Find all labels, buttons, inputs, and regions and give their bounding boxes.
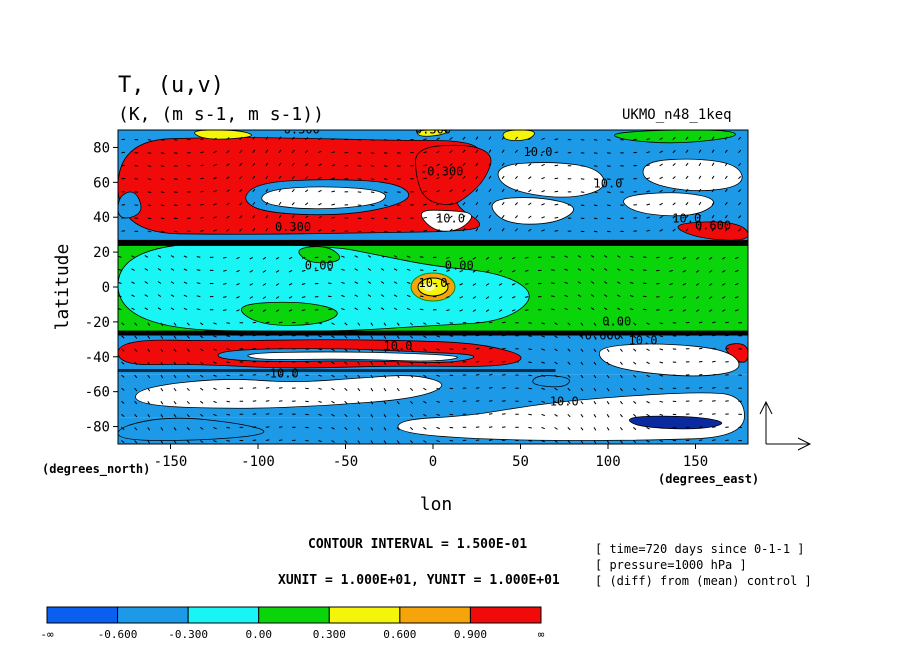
- boundary-line-south-2: [118, 368, 556, 372]
- contour-label: 0.00: [445, 259, 474, 273]
- vector-arrows: [118, 136, 742, 444]
- vector-arrow-set: [118, 136, 742, 444]
- y-tick-label: 80: [93, 140, 110, 156]
- equatorial-max-center: [423, 283, 435, 291]
- reference-vector-icon: [759, 400, 812, 451]
- south-white-patch: [397, 392, 745, 441]
- colorbar-swatch: [117, 606, 189, 624]
- contour-label: 10.0: [270, 367, 299, 381]
- y-tick-label: -60: [85, 385, 110, 401]
- south-dark-blob: [629, 415, 723, 430]
- vector-units-text: XUNIT = 1.000E+01, YUNIT = 1.000E+01: [278, 573, 560, 588]
- colorbar-label: -0.300: [168, 628, 208, 641]
- colorbar-label: 0.600: [383, 628, 416, 641]
- colorbar-label: 0.900: [454, 628, 487, 641]
- contour-label: 10.0: [419, 276, 448, 290]
- contour-label: 10.0: [672, 211, 701, 225]
- north-yellow-patch: [194, 130, 252, 140]
- contour-label: -0.600: [578, 328, 621, 342]
- colorbar: -∞ -0.600 -0.300 0.00 0.300 0.600 0.900 ∞: [40, 606, 545, 641]
- contour-label: -0.300: [420, 164, 463, 178]
- y-tick-label: -20: [85, 315, 110, 331]
- south-blue-blob: [532, 375, 570, 388]
- x-units-label: (degrees_east): [658, 472, 759, 487]
- model-label: UKMO_n48_1keq: [622, 107, 732, 123]
- ne-red-patch: [677, 221, 748, 241]
- contour-label: 10.0: [550, 395, 579, 409]
- y-tick-label: 20: [93, 245, 110, 261]
- colorbar-swatch: [187, 606, 260, 624]
- colorbar-label: 0.300: [313, 628, 346, 641]
- info-time: [ time=720 days since 0-1-1 ]: [595, 542, 805, 556]
- y-tick-label: -80: [85, 420, 110, 436]
- info-diff: [ (diff) from (mean) control ]: [595, 574, 812, 588]
- x-tick-label: -100: [241, 454, 275, 470]
- colorbar-label: ∞: [538, 628, 545, 641]
- y-tick-label: 0: [102, 280, 110, 296]
- contour-label: 0.300: [284, 122, 320, 136]
- northern-west-blue: [118, 191, 142, 219]
- x-tick-label: -50: [333, 454, 358, 470]
- contour-label: 0.300: [415, 122, 451, 136]
- colorbar-label: -∞: [40, 628, 54, 641]
- sw-white-patch: [135, 375, 443, 409]
- info-pressure: [ pressure=1000 hPa ]: [595, 558, 747, 572]
- tropical-green-patch-2: [240, 301, 338, 326]
- y-units-label: (degrees_north): [42, 462, 150, 477]
- north-yellow-patch-3: [416, 130, 448, 137]
- x-tick-label: 100: [595, 454, 620, 470]
- y-tick-label: -40: [85, 350, 110, 366]
- x-tick-label: -150: [154, 454, 188, 470]
- ne-white-patch-3: [491, 197, 574, 225]
- northern-white-hole: [261, 186, 386, 210]
- chart-title: T, (u,v): [118, 73, 224, 98]
- y-tick-label: 40: [93, 210, 110, 226]
- boundary-line-south: [118, 330, 748, 336]
- contour-label: 0.00: [602, 314, 631, 328]
- contour-label: 10.0: [629, 334, 658, 348]
- contour-label: 0.600: [695, 218, 731, 232]
- se-white-patch: [598, 343, 740, 377]
- contour-label: 0.300: [275, 220, 311, 234]
- tropical-negative-region: [118, 242, 530, 332]
- contour-interval-text: CONTOUR INTERVAL = 1.500E-01: [308, 537, 527, 552]
- x-axis: -150 -100 -50 0 50 100 150: [154, 444, 708, 470]
- x-axis-label: lon: [420, 494, 453, 515]
- contour-label: 0.00: [305, 259, 334, 273]
- ne-white-patch-2: [642, 158, 743, 192]
- northern-red-lobe: [415, 144, 492, 206]
- x-tick-label: 150: [683, 454, 708, 470]
- colorbar-label: 0.00: [245, 628, 272, 641]
- x-tick-label: 50: [512, 454, 529, 470]
- northern-white-hole-2: [420, 209, 472, 232]
- north-yellow-patch-2: [502, 130, 535, 141]
- y-tick-label: 60: [93, 175, 110, 191]
- ne-white-patch-4: [623, 192, 714, 217]
- colorbar-label: -0.600: [98, 628, 138, 641]
- colorbar-swatch: [399, 606, 471, 624]
- ne-white-patch-1: [497, 162, 605, 198]
- tropical-green-patch: [298, 246, 341, 264]
- colorbar-swatch: [258, 606, 330, 624]
- colorbar-swatch: [46, 606, 119, 624]
- colorbar-swatch: [328, 606, 401, 624]
- x-tick-label: 0: [429, 454, 437, 470]
- y-axis: 80 60 40 20 0 -20 -40 -60 -80: [85, 140, 118, 436]
- ne-green-strip: [614, 130, 736, 144]
- contour-label: 10.0: [594, 177, 623, 191]
- boundary-line-north: [118, 239, 748, 246]
- colorbar-swatch: [469, 606, 542, 624]
- contour-label: 10.0: [384, 339, 413, 353]
- y-axis-label: latitude: [52, 244, 73, 331]
- chart-units: (K, (m s-1, m s-1)): [118, 104, 324, 125]
- southern-white-hole: [247, 351, 458, 362]
- contour-label: 10.0: [436, 211, 465, 225]
- contour-label: 10.0: [524, 145, 553, 159]
- contour-labels: 0.300 0.300 0.300 0.00 0.00 -0.300 10.0 10.0 10.…: [270, 122, 731, 409]
